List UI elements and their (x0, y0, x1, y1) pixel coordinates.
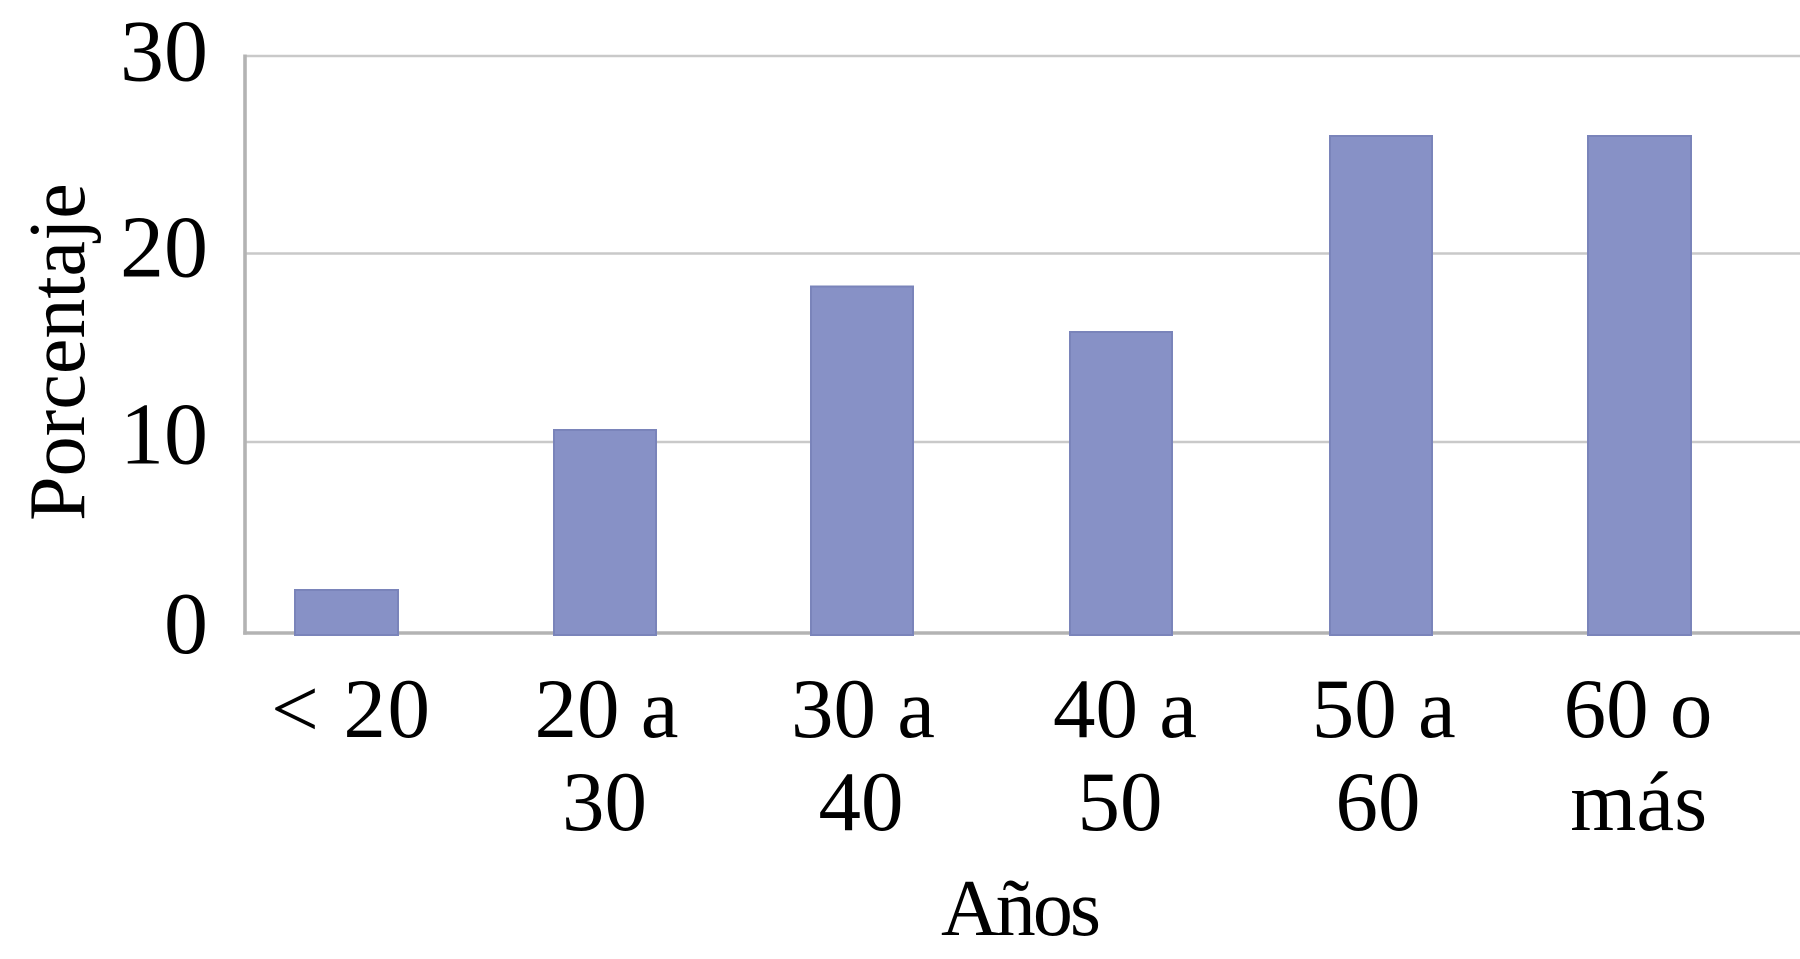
svg-text:10: 10 (120, 387, 208, 484)
svg-text:Años: Años (941, 865, 1101, 953)
svg-text:< 20: < 20 (271, 662, 430, 756)
svg-text:30: 30 (562, 755, 647, 849)
svg-text:Porcentaje: Porcentaje (14, 183, 102, 521)
svg-text:40 a: 40 a (1053, 662, 1197, 756)
svg-text:40: 40 (819, 755, 904, 849)
svg-text:60 o: 60 o (1564, 662, 1713, 756)
svg-text:más: más (1570, 755, 1707, 849)
svg-text:60: 60 (1336, 755, 1421, 849)
svg-text:0: 0 (164, 576, 208, 673)
svg-text:50: 50 (1078, 755, 1163, 849)
svg-text:30: 30 (120, 4, 208, 101)
svg-text:30 a: 30 a (791, 662, 935, 756)
svg-text:20: 20 (120, 200, 208, 297)
svg-text:50 a: 50 a (1312, 662, 1456, 756)
svg-text:20 a: 20 a (535, 662, 679, 756)
